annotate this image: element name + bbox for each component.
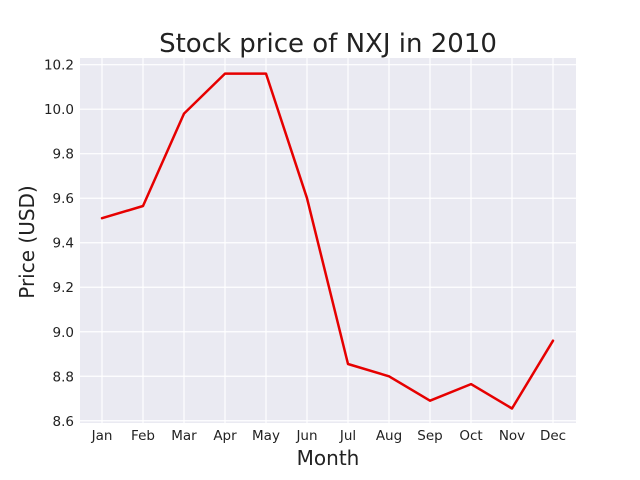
plot-area <box>80 58 576 423</box>
y-tick-label: 8.8 <box>53 369 74 385</box>
x-tick-label: Feb <box>131 428 155 444</box>
y-tick-label: 9.4 <box>53 236 74 252</box>
y-tick-labels: 8.6 8.8 9.0 9.2 9.4 9.6 9.8 10.0 10.2 <box>44 58 74 430</box>
y-tick-label: 9.0 <box>53 325 74 341</box>
x-tick-label: Apr <box>213 428 237 444</box>
y-tick-label: 9.8 <box>53 147 74 163</box>
x-tick-label: Jun <box>295 428 317 444</box>
grid-lines <box>80 58 576 423</box>
series-line-0 <box>100 72 555 410</box>
y-tick-label: 9.6 <box>53 191 74 207</box>
x-tick-label: Jan <box>91 428 113 444</box>
x-tick-label: Mar <box>171 428 197 444</box>
x-tick-label: May <box>252 428 280 444</box>
y-tick-label: 8.6 <box>53 414 74 430</box>
series-layer <box>100 72 555 410</box>
x-tick-labels: Jan Feb Mar Apr May Jun Jul Aug Sep Oct Nov Dec <box>91 428 566 444</box>
y-tick-label: 10.2 <box>44 58 74 74</box>
y-tick-label: 9.2 <box>53 280 74 296</box>
x-axis-label: Month <box>297 446 360 470</box>
x-tick-label: Aug <box>376 428 402 444</box>
x-tick-label: Nov <box>499 428 525 444</box>
y-tick-label: 10.0 <box>44 102 74 118</box>
y-axis-label: Price (USD) <box>15 185 39 299</box>
chart-title: Stock price of NXJ in 2010 <box>159 29 497 59</box>
x-tick-label: Jul <box>339 428 356 444</box>
x-tick-label: Oct <box>459 428 482 444</box>
x-tick-label: Sep <box>417 428 442 444</box>
x-tick-label: Dec <box>540 428 566 444</box>
